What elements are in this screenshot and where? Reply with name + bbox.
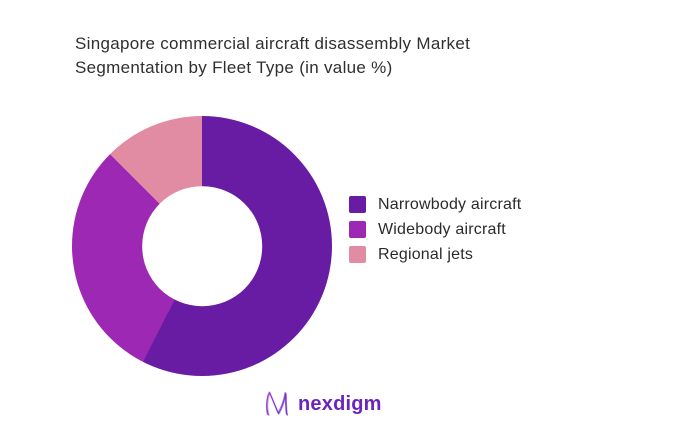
chart-legend: Narrowbody aircraft Widebody aircraft Re…	[349, 196, 521, 263]
legend-label-regional: Regional jets	[378, 245, 474, 263]
legend-item-narrowbody: Narrowbody aircraft	[349, 196, 521, 213]
legend-label-narrowbody: Narrowbody aircraft	[378, 195, 522, 213]
chart-title-line1: Singapore commercial aircraft disassembl…	[75, 34, 471, 53]
chart-title: Singapore commercial aircraft disassembl…	[75, 32, 635, 80]
nexdigm-logo: nexdigm	[262, 388, 382, 420]
chart-title-line2: Segmentation by Fleet Type (in value %)	[75, 58, 393, 77]
nexdigm-logo-icon	[265, 391, 289, 416]
legend-swatch-narrowbody	[349, 196, 366, 213]
legend-item-widebody: Widebody aircraft	[349, 221, 521, 238]
nexdigm-logo-text: nexdigm	[298, 393, 382, 415]
legend-swatch-regional	[349, 246, 366, 263]
donut-hole	[142, 186, 262, 306]
legend-swatch-widebody	[349, 221, 366, 238]
legend-item-regional: Regional jets	[349, 246, 521, 263]
legend-label-widebody: Widebody aircraft	[378, 220, 506, 238]
donut-chart	[72, 116, 332, 376]
